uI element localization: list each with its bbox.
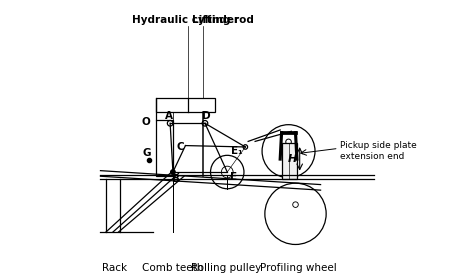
Text: H: H — [288, 154, 297, 164]
Text: Lifting rod: Lifting rod — [192, 15, 254, 25]
Bar — [156, 120, 173, 176]
Text: Profiling wheel: Profiling wheel — [260, 263, 337, 273]
Text: Hydraulic cylinder: Hydraulic cylinder — [132, 15, 239, 25]
Text: D: D — [202, 111, 210, 121]
Text: E₁: E₁ — [231, 146, 243, 156]
Bar — [156, 98, 215, 112]
Text: Rolling pulley: Rolling pulley — [191, 263, 261, 273]
Text: C: C — [176, 142, 184, 152]
Text: O: O — [141, 117, 150, 127]
Text: A: A — [165, 111, 173, 121]
Circle shape — [171, 170, 175, 174]
Text: B: B — [172, 174, 180, 184]
Text: Comb teeth: Comb teeth — [142, 263, 204, 273]
Bar — [282, 143, 297, 179]
Text: Rack: Rack — [102, 263, 127, 273]
Text: G: G — [142, 148, 151, 158]
Text: Pickup side plate
extension end: Pickup side plate extension end — [340, 141, 417, 161]
Text: E: E — [230, 172, 237, 182]
